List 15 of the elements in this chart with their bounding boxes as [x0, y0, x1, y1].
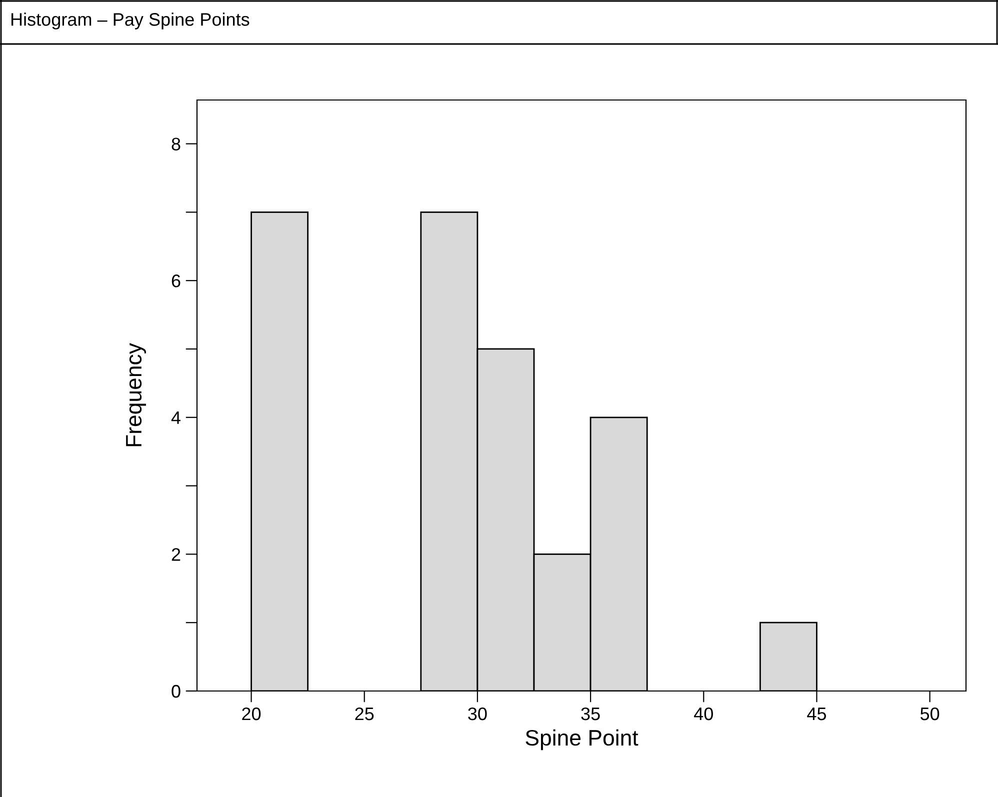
x-tick-label: 50 — [920, 707, 940, 720]
x-tick-label: 25 — [355, 707, 374, 720]
y-tick-label: 2 — [172, 548, 180, 561]
y-tick-label: 6 — [172, 274, 180, 288]
y-tick-label: 8 — [172, 138, 180, 150]
x-tick-label: 30 — [468, 707, 487, 720]
x-axis-title: Spine Point — [526, 729, 638, 750]
y-tick-label: 0 — [172, 684, 180, 698]
chart-title: Histogram – Pay Spine Points — [11, 12, 250, 30]
y-tick-label: 4 — [171, 412, 180, 424]
x-tick-label: 35 — [581, 707, 600, 720]
x-tick-label: 45 — [807, 708, 826, 720]
x-tick-label: 40 — [694, 707, 713, 720]
y-axis-title: Frequency — [126, 343, 146, 446]
x-tick-label: 20 — [242, 707, 261, 720]
